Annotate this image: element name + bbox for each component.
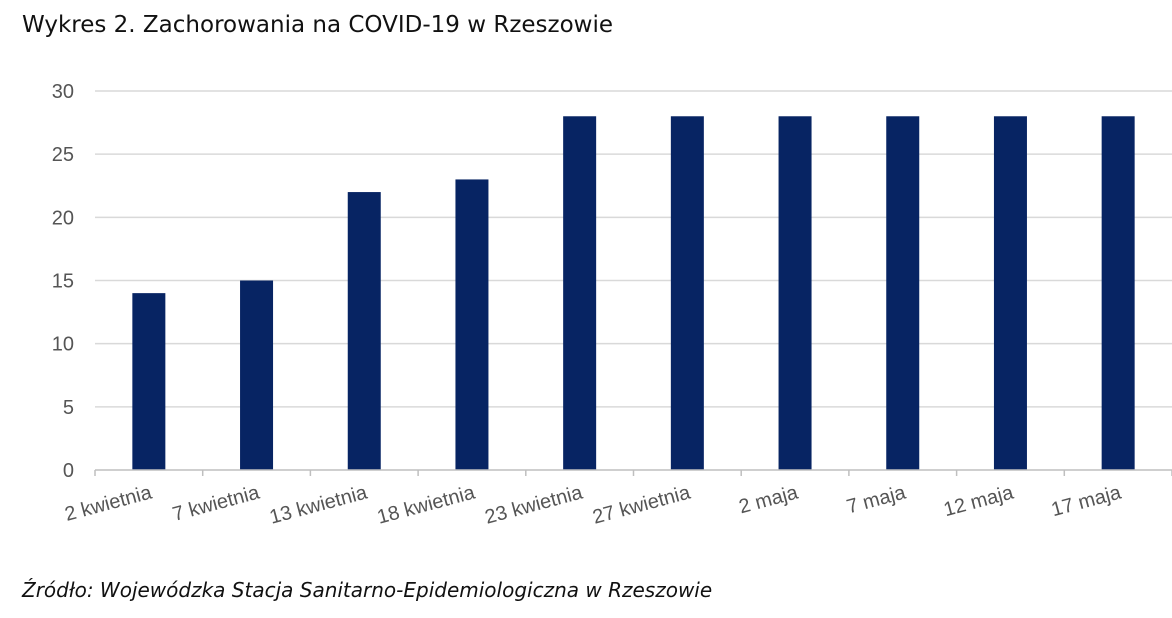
bar	[1101, 116, 1135, 471]
y-tick-label: 5	[63, 397, 74, 419]
x-axis-labels: 2 kwietnia 7 kwietnia 13 kwietnia 18 kwietn…	[63, 481, 1125, 528]
bar	[347, 192, 381, 471]
y-tick-label: 15	[52, 271, 74, 293]
bar	[778, 116, 812, 471]
x-tick-label: 7 maja	[844, 481, 909, 518]
bars	[132, 116, 1135, 471]
y-axis-ticks: 0 5 10 15 20 25 30	[52, 81, 74, 482]
bar	[563, 116, 597, 471]
chart-title: Wykres 2. Zachorowania na COVID-19 w Rze…	[22, 12, 614, 38]
bar-chart: 0 5 10 15 20 25 30 2 kwietnia 7 kwietnia 13 kwie…	[52, 81, 1172, 529]
x-tick-label: 12 maja	[941, 481, 1016, 521]
bar	[993, 116, 1027, 471]
y-tick-label: 25	[52, 144, 74, 166]
x-tick-label: 2 kwietnia	[63, 481, 155, 525]
y-tick-label: 0	[63, 460, 74, 482]
bar	[240, 280, 274, 470]
y-tick-label: 30	[52, 81, 74, 103]
bar	[455, 179, 489, 470]
bar	[886, 116, 920, 471]
bar	[670, 116, 704, 471]
x-axis	[94, 469, 1172, 476]
x-tick-label: 18 kwietnia	[375, 481, 478, 528]
chart-source: Źródło: Wojewódzka Stacja Sanitarno-Epid…	[22, 578, 713, 602]
grid-lines	[95, 90, 1172, 408]
x-tick-label: 7 kwietnia	[170, 481, 262, 525]
y-tick-label: 10	[52, 334, 74, 356]
x-tick-label: 27 kwietnia	[590, 481, 693, 528]
y-tick-label: 20	[52, 207, 74, 229]
bar	[132, 293, 166, 470]
x-tick-label: 17 maja	[1049, 481, 1124, 521]
x-tick-label: 13 kwietnia	[267, 481, 370, 528]
x-tick-label: 2 maja	[737, 481, 802, 518]
x-tick-label: 23 kwietnia	[483, 481, 586, 528]
